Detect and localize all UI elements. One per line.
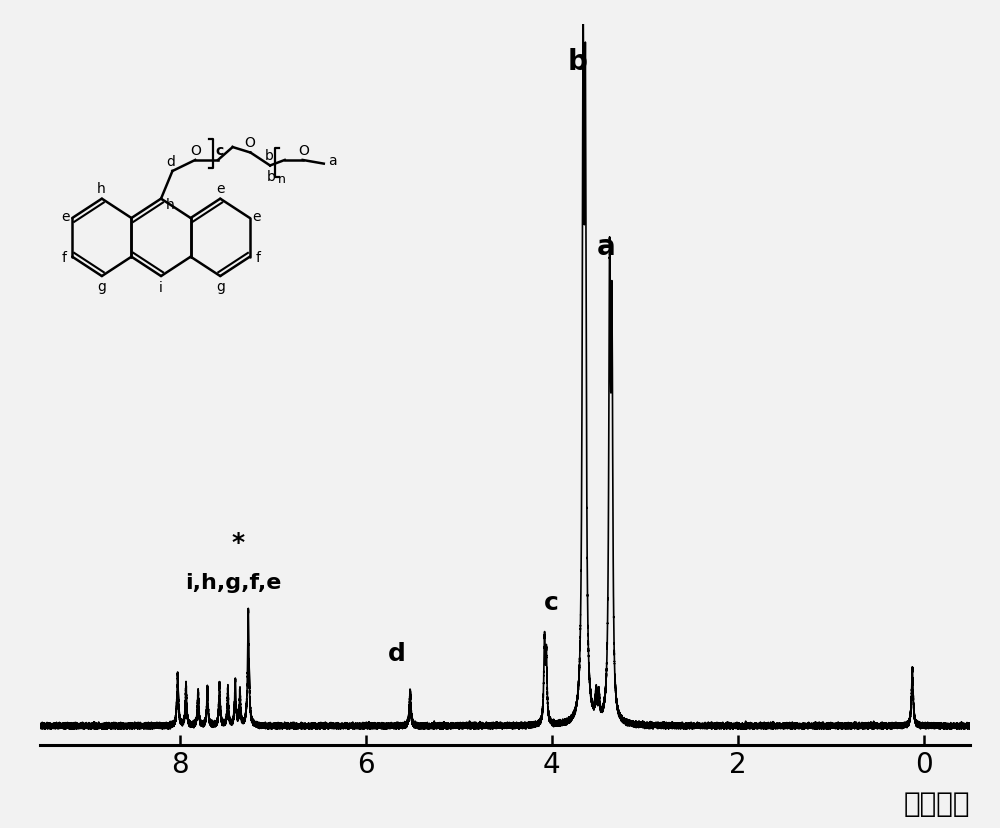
Text: d: d [388, 642, 406, 666]
Text: i,h,g,f,e: i,h,g,f,e [185, 572, 282, 592]
Text: c: c [544, 590, 559, 614]
Text: *: * [232, 530, 245, 554]
Text: b: b [568, 48, 588, 76]
Text: a: a [597, 233, 616, 261]
X-axis label: 化学位移: 化学位移 [904, 789, 970, 817]
